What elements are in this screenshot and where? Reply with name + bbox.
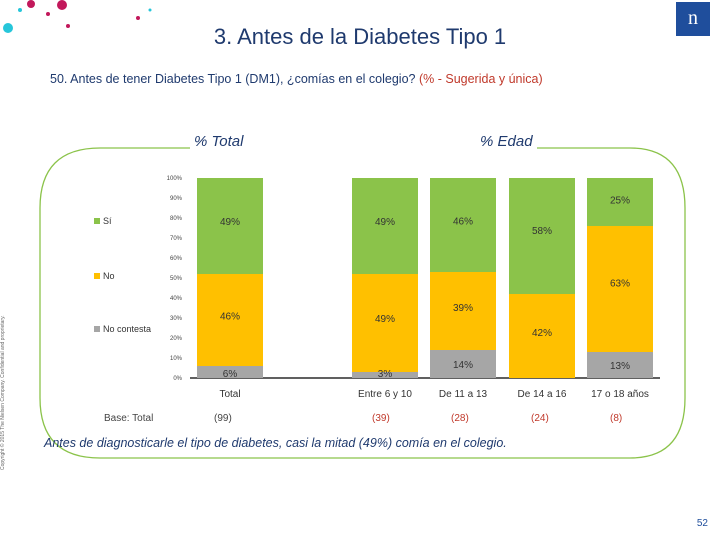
bar-no-contesta-17-o-18-a-os [587,352,653,378]
x-tick-label-17-o-18-a-os: 17 o 18 años [591,389,649,400]
x-tick-label-de-11-a-13: De 11 a 13 [439,389,488,400]
page-title: 3. Antes de la Diabetes Tipo 1 [213,24,507,49]
data-label-no-contesta-de-11-a-13: 14% [453,360,473,371]
base-total: (99) [214,413,232,424]
legend-label-s: Sí [103,216,112,226]
y-tick-label: 0% [173,376,182,382]
bar-no-contesta-de-11-a-13 [430,350,496,378]
x-tick-label-de-14-a-16: De 14 a 16 [518,389,567,400]
x-tick-label-entre-6-y-10: Entre 6 y 10 [358,389,412,400]
question-note: (% - Sugerida y única) [418,72,543,86]
legend-label-no-contesta: No contesta [103,324,151,334]
decorative-dots [3,0,152,33]
section-frame [39,147,686,459]
section-label-total: % Total [190,133,248,150]
data-label-no-contesta-17-o-18-a-os: 13% [610,361,630,372]
nielsen-logo: n [676,2,710,36]
bar-no-contesta-total [197,366,263,378]
section-label-edad: % Edad [476,133,537,150]
data-label-no-total: 46% [220,311,240,322]
copyright-text: Copyright © 2015 The Nielsen Company. Co… [0,315,6,470]
data-label-s-de-11-a-13: 46% [453,216,473,227]
bar-no-17-o-18-a-os [587,226,653,352]
bar-s-de-11-a-13 [430,178,496,272]
y-tick-label: 100% [167,176,183,182]
data-label-no-entre-6-y-10: 49% [375,314,395,325]
legend-swatch-no [94,273,100,279]
y-tick-label: 90% [170,196,183,202]
data-label-no-contesta-entre-6-y-10: 3% [378,369,393,380]
y-tick-label: 30% [170,316,183,322]
question-label: 50. Antes de tener Diabetes Tipo 1 (DM1)… [50,72,416,86]
data-label-s-de-14-a-16: 58% [532,226,552,237]
base-label: Base: Total [104,413,154,424]
base-6-10: (39) [372,413,390,424]
conclusion-text: Antes de diagnosticarle el tipo de diabe… [44,436,507,450]
y-tick-label: 10% [170,356,183,362]
y-tick-label: 60% [170,256,183,262]
y-tick-label: 40% [170,296,183,302]
bar-no-total [197,274,263,366]
legend-label-no: No [103,271,115,281]
data-label-no-de-14-a-16: 42% [532,328,552,339]
page-number: 52 [696,518,708,529]
y-tick-label: 50% [170,276,183,282]
y-tick-label: 20% [170,336,183,342]
bar-s-de-14-a-16 [509,178,575,294]
bar-no-de-14-a-16 [509,294,575,378]
x-tick-label-total: Total [219,389,240,400]
bar-s-17-o-18-a-os [587,178,653,226]
data-label-no-17-o-18-a-os: 63% [610,279,630,290]
bar-no-contesta-entre-6-y-10 [352,372,418,378]
data-label-no-contesta-total: 6% [223,369,238,380]
question-text: 50. Antes de tener Diabetes Tipo 1 (DM1)… [50,72,543,86]
y-tick-label: 80% [170,216,183,222]
data-label-s-entre-6-y-10: 49% [375,217,395,228]
bar-no-de-11-a-13 [430,272,496,350]
base-11-13: (28) [451,413,469,424]
data-label-no-de-11-a-13: 39% [453,303,473,314]
data-label-s-17-o-18-a-os: 25% [610,196,630,207]
base-14-16: (24) [531,413,549,424]
bar-s-entre-6-y-10 [352,178,418,274]
legend-swatch-s [94,218,100,224]
bar-s-total [197,178,263,274]
legend-swatch-no-contesta [94,326,100,332]
base-17-18: (8) [610,413,623,424]
y-tick-label: 70% [170,236,183,242]
bar-no-entre-6-y-10 [352,274,418,372]
data-label-s-total: 49% [220,217,240,228]
